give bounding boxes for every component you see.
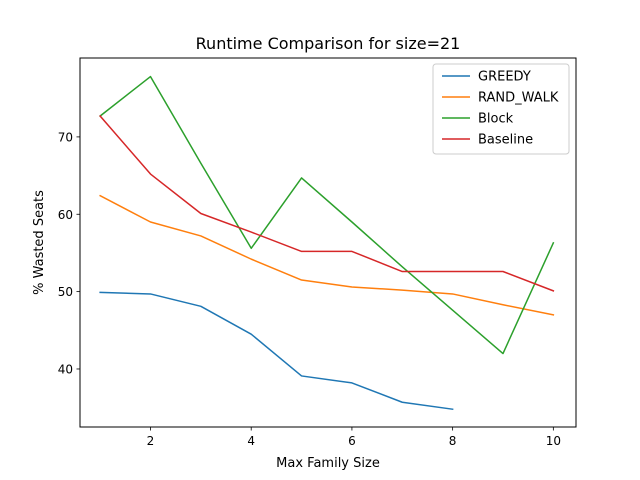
y-axis-label: % Wasted Seats [32,190,47,295]
series-line-baseline [99,114,555,292]
legend-label: RAND_WALK [478,91,559,106]
x-tick-label: 8 [449,434,457,448]
y-tick-label: 70 [58,130,73,144]
series-lines [99,75,555,411]
plot-frame [79,57,577,428]
x-tick-label: 10 [546,434,561,448]
y-tick-label: 60 [58,208,73,222]
x-axis-label: Max Family Size [276,456,380,471]
series-line-block [99,75,555,355]
series-line-greedy [99,291,454,411]
x-tick-label: 2 [147,434,155,448]
x-tick-label: 6 [348,434,356,448]
y-tick-label: 50 [58,285,73,299]
y-tick-label: 40 [58,362,73,376]
legend-label: GREEDY [478,70,531,85]
series-line-rand-walk [99,194,555,316]
legend-box [432,63,570,155]
x-tick-label: 4 [247,434,255,448]
axes: 2 4 6 8 10 40 50 60 70 [58,130,561,448]
legend-label: Block [478,112,514,127]
chart-title: Runtime Comparison for size=21 [196,34,461,53]
legend: GREEDY RAND_WALK Block Baseline [432,63,570,155]
legend-label: Baseline [478,133,533,148]
